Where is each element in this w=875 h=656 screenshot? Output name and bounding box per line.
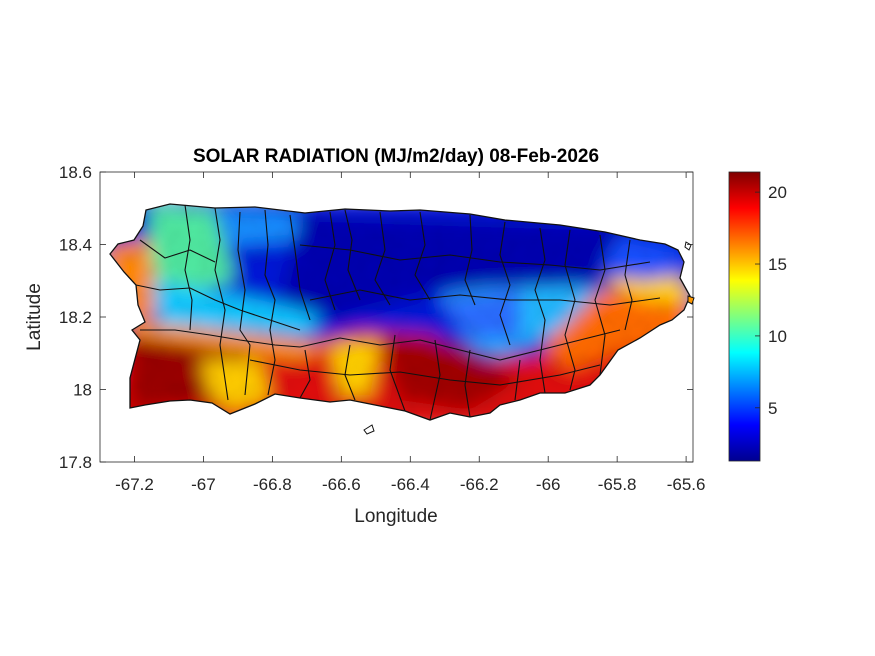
islet-caja-de-muertos xyxy=(363,424,375,435)
x-tick-label: -66 xyxy=(536,475,561,494)
border-line xyxy=(344,209,361,301)
border-line xyxy=(499,221,511,346)
x-axis: -67.2 -67 -66.8 -66.6 -66.4 -66.2 -66 -65.8 -65.… xyxy=(115,172,705,494)
border-line xyxy=(309,289,661,306)
y-tick-label: 17.8 xyxy=(59,453,92,472)
border-line xyxy=(429,339,441,421)
border-line xyxy=(237,211,251,396)
border-line xyxy=(324,211,336,311)
x-tick-label: -66.6 xyxy=(322,475,361,494)
y-axis-label: Latitude xyxy=(24,283,45,351)
border-line xyxy=(414,211,431,301)
x-tick-label: -66.4 xyxy=(391,475,430,494)
colorbar-tick-label: 15 xyxy=(768,255,787,274)
border-line xyxy=(299,329,621,361)
border-line xyxy=(299,244,651,271)
border-line xyxy=(135,284,301,331)
y-axis: 17.8 18 18.2 18.4 18.6 xyxy=(59,163,693,472)
colorbar-ticks: 5 10 15 20 xyxy=(755,183,787,418)
border-line xyxy=(564,229,576,391)
islet-east xyxy=(684,241,692,251)
x-tick-label: -66.2 xyxy=(460,475,499,494)
border-line xyxy=(624,239,633,331)
x-axis-label: Longitude xyxy=(354,506,437,527)
border-line xyxy=(249,359,601,386)
radiation-field xyxy=(110,204,690,420)
municipality-borders xyxy=(135,204,661,421)
border-line xyxy=(389,334,406,412)
colorbar-tick-label: 20 xyxy=(768,183,787,202)
border-line xyxy=(464,349,471,418)
y-tick-label: 18.2 xyxy=(59,308,92,327)
border-line xyxy=(534,227,546,394)
border-line xyxy=(289,214,311,321)
x-tick-label: -65.8 xyxy=(598,475,637,494)
colorbar-tick-label: 10 xyxy=(768,327,787,346)
border-line xyxy=(264,209,276,396)
colorbar xyxy=(728,171,761,462)
border-line xyxy=(184,204,193,331)
border-line xyxy=(374,211,391,306)
y-tick-label: 18.6 xyxy=(59,163,92,182)
border-line xyxy=(464,214,476,306)
colorbar-tick-label: 5 xyxy=(768,399,777,418)
x-tick-label: -65.6 xyxy=(667,475,706,494)
y-tick-label: 18 xyxy=(73,381,92,400)
border-line xyxy=(514,359,521,401)
border-line xyxy=(140,329,301,348)
border-line xyxy=(214,207,229,401)
x-tick-label: -67 xyxy=(191,475,216,494)
island-outline xyxy=(109,203,691,421)
y-tick-label: 18.4 xyxy=(59,236,92,255)
islet-east-2 xyxy=(687,295,695,305)
x-tick-label: -66.8 xyxy=(253,475,292,494)
border-line xyxy=(594,234,606,376)
x-tick-label: -67.2 xyxy=(115,475,154,494)
chart-title: SOLAR RADIATION (MJ/m2/day) 08-Feb-2026 xyxy=(193,146,599,167)
border-line xyxy=(139,239,216,263)
border-line xyxy=(299,349,311,399)
